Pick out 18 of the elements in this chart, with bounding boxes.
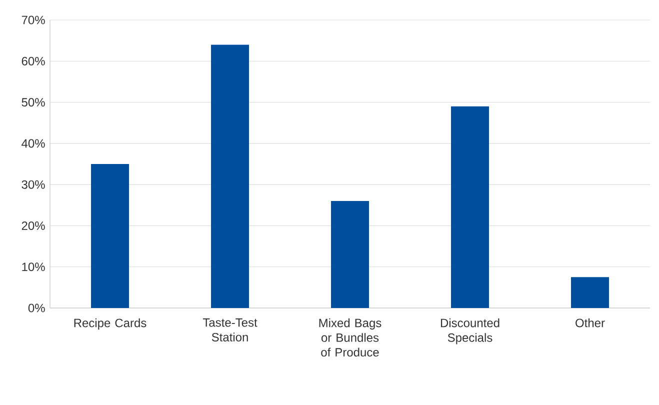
bar	[571, 277, 609, 308]
y-tick-label: 20%	[22, 221, 45, 230]
bar	[451, 106, 490, 308]
x-tick-label: Discounted Specials	[440, 318, 500, 344]
bar	[91, 164, 130, 308]
y-tick-label: 10%	[22, 262, 45, 272]
x-tick-label: Taste-Test Station	[202, 318, 258, 342]
y-tick-label: 60%	[22, 56, 45, 66]
y-tick-label: 30%	[22, 180, 45, 189]
x-tick-label: Recipe Cards	[74, 318, 146, 330]
y-tick-label: 0%	[28, 304, 45, 312]
bar	[211, 44, 250, 308]
x-tick-label: Mixed Bags or Bundles of Produce	[319, 318, 382, 357]
y-tick-label: 40%	[22, 139, 45, 148]
bar	[331, 201, 370, 308]
y-tick-label: 50%	[22, 98, 45, 107]
x-tick-label: Other	[576, 318, 605, 328]
y-tick-label: 70%	[22, 16, 45, 24]
